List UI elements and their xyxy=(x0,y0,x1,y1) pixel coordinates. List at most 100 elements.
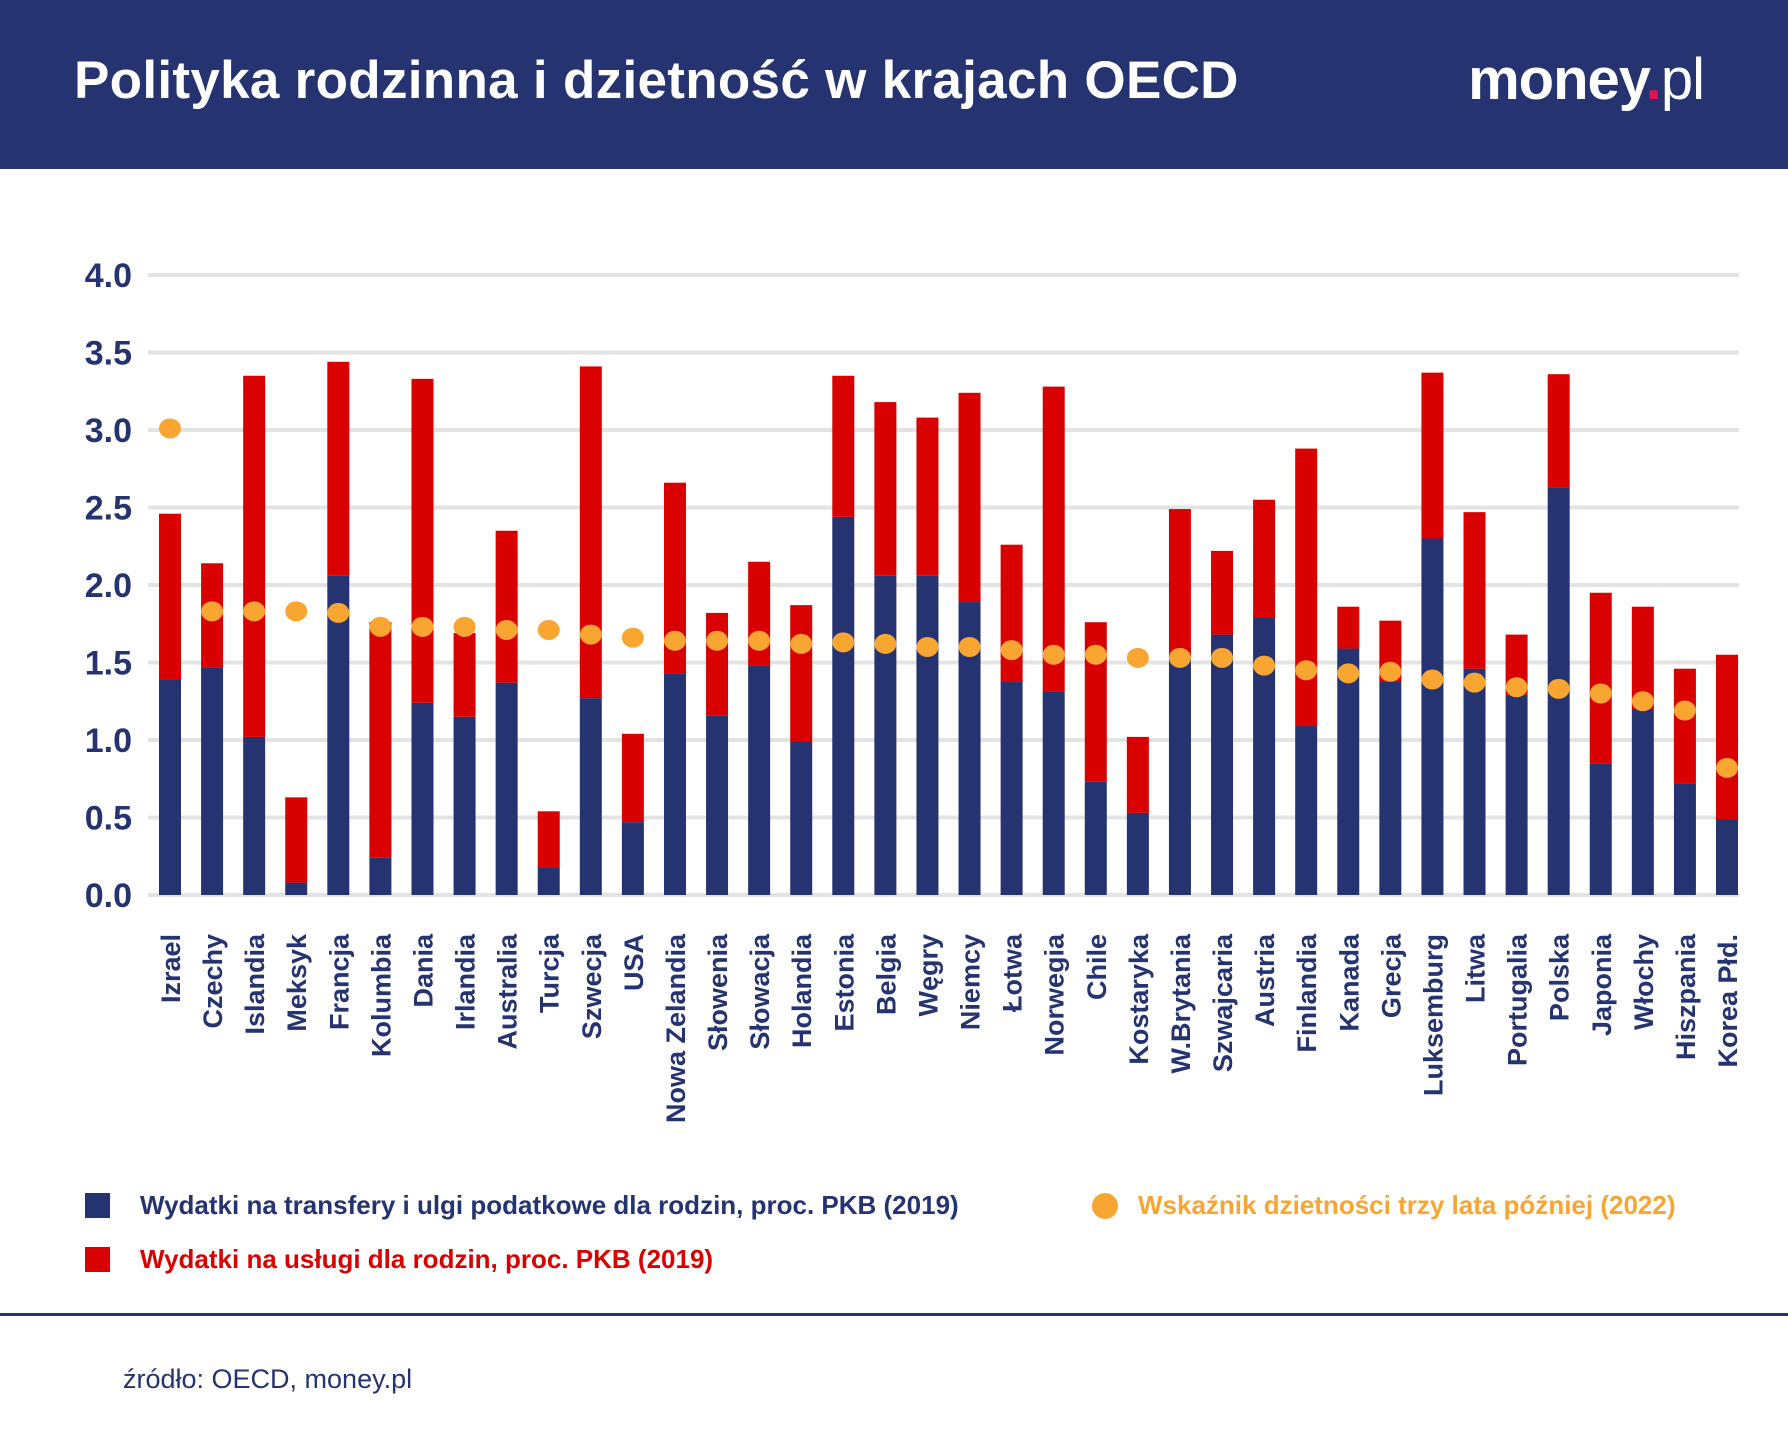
bar-transfers xyxy=(1126,812,1149,895)
legend-label: Wydatki na usługi dla rodzin, proc. PKB … xyxy=(140,1244,714,1274)
x-tick-label: Czechy xyxy=(198,934,228,1029)
x-tick-label: Izrael xyxy=(156,934,186,1003)
x-tick-label: Australia xyxy=(493,933,523,1050)
x-tick-label: Litwa xyxy=(1461,933,1491,1003)
x-tick-label: Irlandia xyxy=(451,933,481,1030)
x-tick-label: Francja xyxy=(324,933,354,1030)
bar-services xyxy=(790,605,813,742)
fertility-dot xyxy=(1379,661,1402,682)
bar-transfers xyxy=(369,857,392,895)
x-tick-label: Łotwa xyxy=(998,933,1028,1012)
x-tick-label: Korea Płd. xyxy=(1713,934,1743,1068)
x-tick-label: Grecja xyxy=(1376,933,1406,1018)
x-tick-label: Chile xyxy=(1082,934,1112,1000)
bar-services xyxy=(663,482,686,674)
legend-label: Wydatki na transfery i ulgi podatkowe dl… xyxy=(140,1190,959,1220)
fertility-dot xyxy=(369,616,392,637)
bar-services xyxy=(958,392,981,603)
bar-transfers xyxy=(790,741,813,895)
fertility-dot xyxy=(1042,644,1065,665)
fertility-dot xyxy=(411,616,434,637)
x-tick-label: USA xyxy=(619,934,649,991)
bar-transfers xyxy=(832,516,855,895)
bar-transfers xyxy=(1421,538,1444,895)
bar-services xyxy=(327,361,350,576)
bar-transfers xyxy=(1211,634,1234,895)
bar-services xyxy=(1042,386,1065,692)
header: Polityka rodzinna i dzietność w krajach … xyxy=(0,0,1788,169)
legend-swatch-orange xyxy=(1092,1192,1118,1219)
y-tick-label: 1.0 xyxy=(85,722,132,760)
footer-divider xyxy=(0,1313,1788,1316)
fertility-dot xyxy=(159,418,181,439)
fertility-dot xyxy=(1505,677,1528,698)
bar-services xyxy=(1253,499,1276,618)
bar-transfers xyxy=(1379,681,1402,895)
bar-services xyxy=(916,417,939,576)
fertility-dot xyxy=(453,616,476,637)
legend-label: Wskaźnik dzietności trzy lata później (2… xyxy=(1138,1190,1676,1220)
bar-services xyxy=(453,633,476,717)
x-tick-label: Meksyk xyxy=(282,933,312,1032)
source-note: źródło: OECD, money.pl xyxy=(123,1364,413,1394)
bar-transfers xyxy=(411,702,434,895)
fertility-dot xyxy=(1126,647,1149,668)
fertility-dot xyxy=(790,633,813,654)
bar-transfers xyxy=(1000,681,1023,895)
fertility-dot xyxy=(916,637,939,657)
bar-services xyxy=(874,402,897,576)
bar-transfers xyxy=(621,822,644,895)
x-tick-label: Hiszpania xyxy=(1671,933,1701,1060)
bar-transfers xyxy=(663,673,686,895)
fertility-dot xyxy=(874,633,897,654)
bar-services xyxy=(1631,606,1654,709)
x-tick-label: Austria xyxy=(1250,933,1280,1027)
x-tick-label: Norwegia xyxy=(1040,933,1070,1056)
fertility-dot xyxy=(1211,647,1234,668)
bar-transfers xyxy=(748,665,771,895)
bar-transfers xyxy=(537,867,560,895)
fertility-dot xyxy=(621,627,644,648)
x-tick-label: Kostaryka xyxy=(1124,933,1154,1065)
legend-swatch-navy xyxy=(85,1193,110,1218)
bar-services xyxy=(1000,544,1023,682)
x-tick-label: Nowa Zelandia xyxy=(661,933,691,1123)
y-tick-label: 0.5 xyxy=(85,800,132,838)
bar-transfers xyxy=(1505,695,1528,895)
bar-services xyxy=(832,375,855,517)
x-tick-label: Węgry xyxy=(913,934,943,1017)
fertility-dot xyxy=(495,619,518,640)
bar-transfers xyxy=(1295,726,1318,895)
bar-transfers xyxy=(285,882,308,895)
x-tick-label: Słowacja xyxy=(745,933,775,1050)
fertility-dot xyxy=(663,630,686,651)
x-tick-label: Kanada xyxy=(1334,933,1364,1032)
y-tick-label: 4.0 xyxy=(85,257,132,295)
fertility-dot xyxy=(201,601,224,622)
bar-transfers xyxy=(579,698,602,895)
x-tick-label: Portugalia xyxy=(1503,933,1533,1066)
x-tick-label: Luksemburg xyxy=(1418,934,1448,1096)
x-tick-label: Włochy xyxy=(1629,934,1659,1030)
fertility-dot xyxy=(832,632,855,653)
x-tick-label: Dania xyxy=(408,933,438,1008)
bar-transfers xyxy=(1673,783,1696,895)
fertility-dot xyxy=(243,601,266,622)
bar-services xyxy=(1673,668,1696,784)
fertility-dot xyxy=(537,619,560,640)
money-pl-logo: money.pl xyxy=(1468,47,1705,112)
bar-transfers xyxy=(453,716,476,895)
bar-services xyxy=(1421,372,1444,539)
fertility-dot xyxy=(706,630,729,651)
bar-services xyxy=(159,513,181,680)
y-tick-label: 3.0 xyxy=(85,412,132,450)
x-tick-label: Kolumbia xyxy=(366,933,396,1057)
bar-services xyxy=(1211,550,1234,635)
x-tick-label: Finlandia xyxy=(1292,933,1322,1052)
fertility-dot xyxy=(1673,700,1696,721)
bar-services xyxy=(1126,736,1149,813)
fertility-dot xyxy=(1716,757,1738,778)
bar-transfers xyxy=(1168,657,1191,895)
bar-services xyxy=(369,622,392,858)
fertility-dot xyxy=(1084,644,1107,665)
